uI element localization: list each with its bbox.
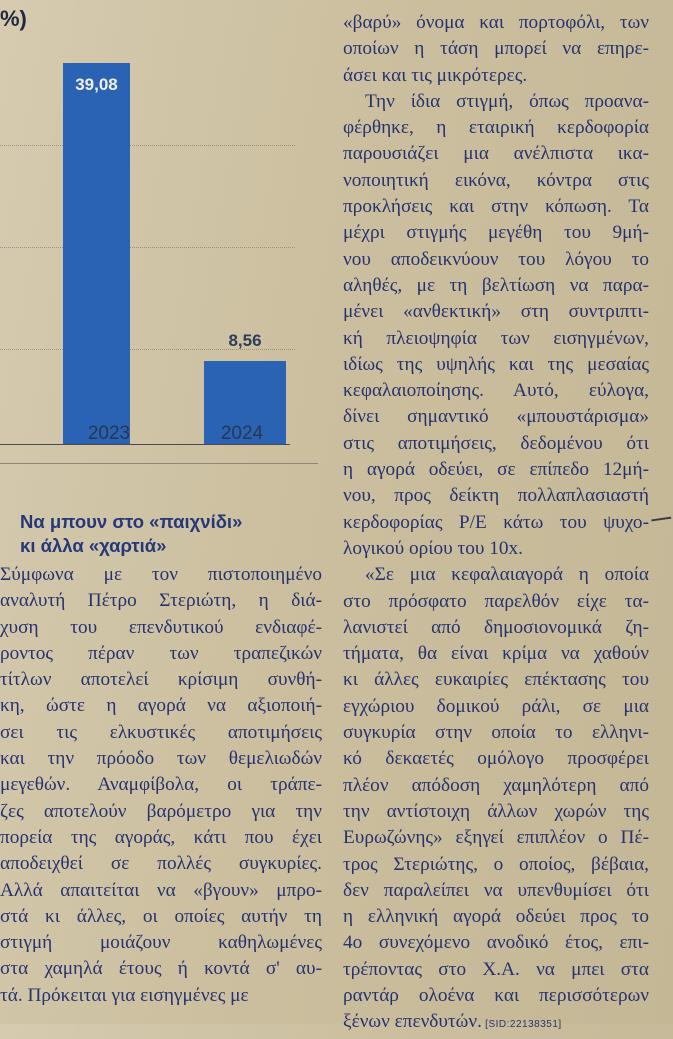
text-line: την αντίστοιχη άλλων χωρών της (343, 800, 649, 822)
article-column-right: «βαρύ» όνομα και πορτοφόλι, των οποίων η … (343, 10, 649, 1039)
article-subheading: Να μπουν στο «παιχνίδι» κι άλλα «χαρτιά» (20, 510, 242, 558)
gridline (0, 145, 295, 146)
text-line: κερδοφορίας Ρ/Ε κάτω του ψυχο- (343, 511, 649, 533)
text-line: πορεία της αγοράς, κάτι που έχει (0, 826, 322, 848)
bar-value-label-2024: 8,56 (228, 330, 262, 350)
text-line: μένει «ανθεκτική» στη συντριπτι- (343, 301, 649, 323)
chart-corner-text: %) (0, 6, 27, 31)
text-line: «βαρύ» όνομα και πορτοφόλι, των (343, 12, 649, 33)
text-line: τρος Στεριώτης, ο οποίος, βέβαια, (343, 853, 649, 875)
text-line: άσει και τις μικρότερες. (343, 64, 528, 86)
text-line: 4ο συνεχόμενο ανοδικό έτος, επι- (343, 932, 649, 954)
text-line: Την ίδια στιγμή, όπως προανα- (365, 90, 649, 112)
text-line: τά. Πρόκειται για εισηγμένες με (0, 984, 249, 1006)
text-line: τρέποντας στο Χ.Α. να μπει στα (343, 958, 649, 980)
text-line: ραντάρ ολοένα και περισσότερων (343, 984, 649, 1006)
pen-mark (651, 516, 673, 532)
text-line: μέχρι στιγμής μεγέθη του 9μή- (343, 222, 649, 244)
text-line: κή πλειοψηφία των εισηγμένων, (343, 327, 649, 349)
text-line: τήματα, θα είναι κρίμα να χαθούν (343, 643, 649, 665)
text-line: αναλυτή Πέτρο Στεριώτη, η διά- (0, 590, 322, 612)
bar-2024 (204, 360, 286, 444)
text-line: στα χαμηλά έτους ή κοντά σ' αυ- (0, 958, 322, 980)
text-line: Αλλά απαιτείται να «βγουν» μπρο- (0, 879, 322, 901)
text-line: οποίων η τάση μπορεί να επηρε- (343, 38, 649, 60)
text-line: στις αποτιμήσεις, δεδομένου ότι (343, 432, 649, 454)
text-line: δεν παραλείπει να υπενθυμίσει ότι (343, 879, 649, 901)
text-line: και την πρόοδο των θεμελιωδών (0, 748, 322, 770)
text-line: η ελληνική αγορά οδεύει προς το (343, 906, 649, 928)
text-line: νοποιητική εικόνα, κόντρα στις (343, 169, 649, 191)
text-line: κό δεκαετές ομόλογο προσφέρει (343, 748, 649, 770)
text-line: συγκυρία στην οποία το ελληνι- (343, 722, 649, 744)
gridline (0, 349, 295, 350)
gridline (0, 247, 295, 248)
text-line: τίτλων αποτελεί κρίσιμη συνθή- (0, 669, 322, 691)
x-tick-2023: 2023 (87, 423, 131, 444)
text-line: κεφαλαιοποίησης. Αυτό, εύλογα, (343, 380, 649, 402)
text-line: αποδειχθεί σε πολλές συγκυρίες. (0, 853, 322, 875)
subheading-line: κι άλλα «χαρτιά» (20, 535, 167, 556)
text-line: νου, προς δείκτη πολλαπλασιαστή (343, 485, 649, 507)
text-line: κι άλλες ευκαιρίες επέκτασης του (343, 669, 649, 691)
text-line: ιδίως της υψηλής και της μεσαίας (343, 353, 649, 375)
bar-value-label-2023: 39,08 (75, 75, 118, 94)
text-line: λογικού ορίου του 10x. (343, 537, 523, 559)
text-line: χυση του επενδυτικού ενδιαφέ- (0, 616, 322, 638)
text-line: ζες αποτελούν βαρόμετρο για την (0, 800, 322, 822)
text-line: ροντος πέραν των τραπεζικών (0, 642, 322, 664)
text-line: στά κι άλλες, οι οποίες αυτήν τη (0, 905, 322, 927)
text-line: κη, ώστε η αγορά να αξιοποιή- (0, 695, 322, 717)
text-line: στο πρόσφατο παρελθόν είχε τα- (343, 590, 649, 612)
subheading-line: Να μπουν στο «παιχνίδι» (20, 511, 243, 532)
section-divider (0, 463, 318, 464)
sid-code: [SID:22138351] (481, 1019, 562, 1031)
text-line: λανιστεί από δημοσιονομικά ζη- (343, 616, 649, 638)
bar-chart: %) 39,08 8,56 2023 2024 (0, 0, 318, 470)
text-line: στιγμή μοιάζουν καθηλωμένες (0, 932, 322, 954)
bar-2023 (63, 63, 130, 444)
text-line: Ευρωζώνης» εξηγεί επιπλέον ο Πέ- (343, 827, 649, 849)
x-tick-2024: 2024 (220, 423, 264, 444)
text-line: αληθές, με τη βελτίωση να παρα- (343, 274, 649, 296)
text-line: φέρθηκε, η εταιρική κερδοφορία (343, 117, 649, 139)
text-line: δίνει σημαντικό «μπουστάρισμα» (343, 406, 649, 428)
text-line: εγχώριου δομικού ράλι, σε μια (343, 695, 649, 717)
text-line: νου αποδεικνύουν του λόγου το (343, 248, 649, 270)
text-line: προκλήσεις και στην κόπωση. Τα (343, 196, 649, 218)
text-line: η αγορά οδεύει, σε επίπεδο 12μή- (343, 459, 649, 481)
x-axis (0, 444, 290, 445)
text-line: σει τις ελκυστικές αποτιμήσεις (0, 721, 322, 743)
text-line: Σύμφωνα με τον πιστοποιημένο (0, 564, 322, 585)
article-column-left: Σύμφωνα με τον πιστοποιημένο αναλυτή Πέτρ… (0, 562, 322, 1009)
text-line: «Σε μια κεφαλαιαγορά η οποία (365, 564, 649, 586)
text-line: παρουσιάζει μια ανέλπιστα ικα- (343, 143, 649, 165)
text-line: πλέον απόδοση χαμηλότερη από (343, 774, 649, 796)
text-line: μεγεθών. Αναμφίβολα, οι τράπε- (0, 774, 322, 796)
